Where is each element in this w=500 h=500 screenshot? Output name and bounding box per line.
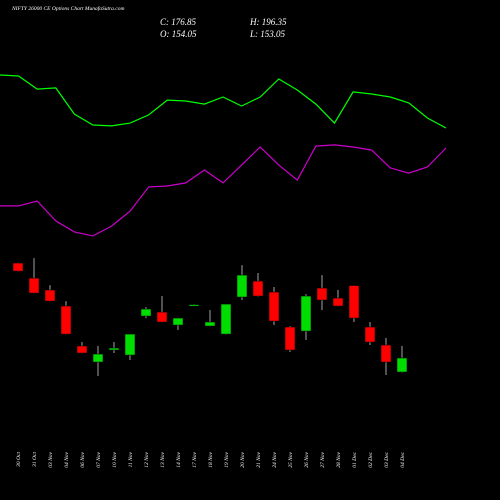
x-tick-label: 30 Oct xyxy=(16,452,22,468)
indicator-line xyxy=(0,144,447,237)
x-tick-label: 24 Nov xyxy=(271,451,278,467)
candle-body xyxy=(252,280,264,297)
candle-body xyxy=(300,295,312,332)
x-tick-label: 26 Nov xyxy=(304,451,310,467)
x-tick-label: 03 Dec xyxy=(384,451,390,467)
candle-body xyxy=(156,311,168,323)
candle-body xyxy=(44,289,56,302)
x-tick-label: 11 Nov xyxy=(128,451,134,467)
candle-body xyxy=(28,277,40,294)
candle-body xyxy=(236,274,248,298)
x-tick-label: 18 Nov xyxy=(208,451,214,467)
candle-body xyxy=(220,303,232,335)
x-tick-label: 25 Nov xyxy=(288,451,294,467)
candle-body xyxy=(316,287,328,301)
x-tick-label: 02 Dec xyxy=(368,451,374,467)
x-tick-label: 06 Nov xyxy=(80,451,86,467)
candle-body xyxy=(332,297,344,307)
x-tick-label: 14 Nov xyxy=(175,451,182,467)
candle-body xyxy=(140,308,152,317)
candle-body xyxy=(380,344,392,363)
x-tick-label: 01 Dec xyxy=(352,451,358,467)
candle-body xyxy=(188,304,200,307)
candle-body xyxy=(396,357,408,373)
high-label: H: 196.35 xyxy=(249,17,287,27)
candle-body xyxy=(284,326,296,351)
x-tick-label: 10 Nov xyxy=(112,451,118,467)
candle-body xyxy=(60,305,72,335)
x-tick-label: 31 Oct xyxy=(32,452,38,468)
x-tick-label: 17 Nov xyxy=(192,451,198,467)
candle-body xyxy=(92,353,104,363)
x-tick-label: 19 Nov xyxy=(224,451,230,467)
candle-body xyxy=(364,326,376,343)
low-label: L: 153.05 xyxy=(249,29,286,39)
x-tick-label: 07 Nov xyxy=(96,451,102,467)
chart-title: NIFTY 26000 CE Options Chart MunafaSutra… xyxy=(11,5,124,12)
x-tick-label: 04 Nov xyxy=(63,451,70,467)
x-tick-label: 13 Nov xyxy=(160,451,166,467)
x-tick-label: 27 Nov xyxy=(320,451,326,467)
open-label: O: 154.05 xyxy=(160,29,197,39)
candle-body xyxy=(348,285,360,319)
candle-body xyxy=(12,262,24,272)
candle-body xyxy=(124,333,136,356)
candle-body xyxy=(172,317,184,326)
candle-body xyxy=(204,321,216,327)
x-tick-label: 03 Nov xyxy=(48,451,54,467)
x-tick-label: 12 Nov xyxy=(144,451,150,467)
candle-body xyxy=(108,347,120,351)
x-tick-label: 21 Nov xyxy=(256,451,262,467)
x-tick-label: 20 Nov xyxy=(240,451,246,467)
x-tick-label: 28 Nov xyxy=(336,451,342,467)
candle-body xyxy=(268,291,280,322)
close-label: C: 176.85 xyxy=(160,17,197,27)
candle-body xyxy=(76,345,88,354)
x-tick-label: 04 Dec xyxy=(399,451,406,467)
indicator-line xyxy=(0,74,447,129)
